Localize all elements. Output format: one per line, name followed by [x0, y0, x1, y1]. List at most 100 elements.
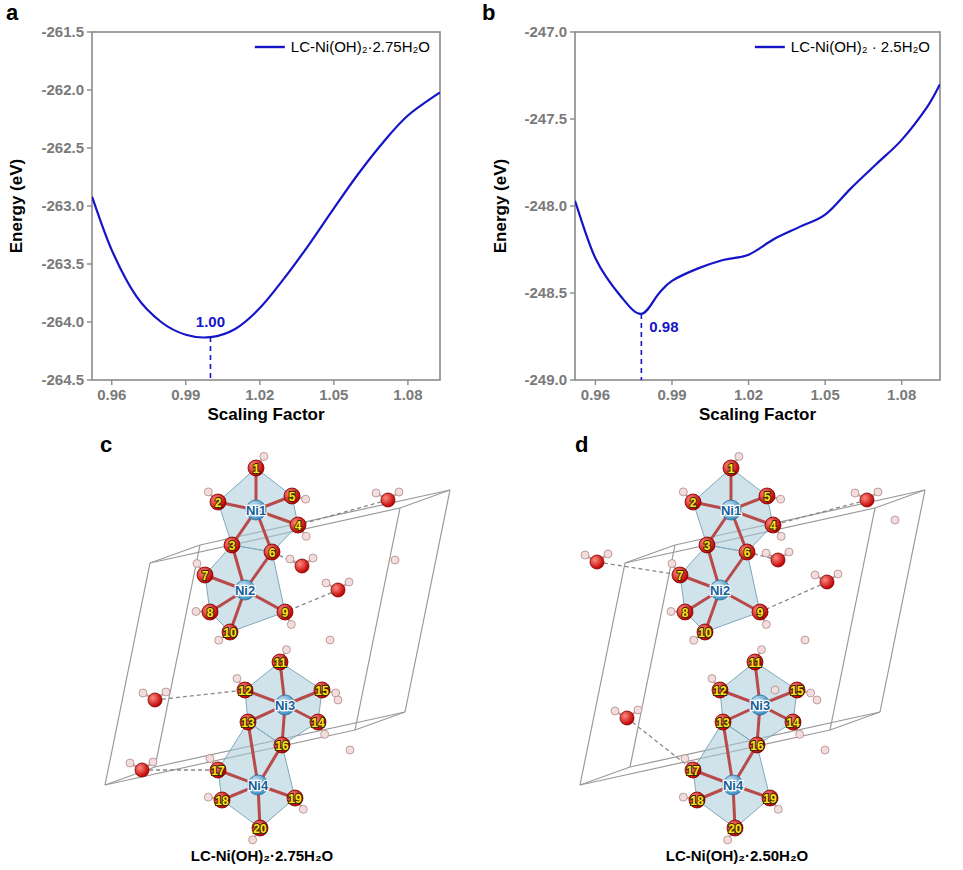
annotation-drop-line	[210, 337, 212, 380]
x-tick-label: 1.08	[887, 386, 916, 403]
hydrogen-atom	[667, 607, 675, 615]
ni-atom	[750, 695, 770, 715]
water-hydrogen	[139, 689, 147, 697]
hydrogen-atom	[821, 746, 829, 754]
x-tick-label: 1.02	[245, 386, 274, 403]
y-tick-label: -248.5	[524, 284, 567, 301]
unit-cell-edge	[625, 545, 675, 563]
hydrogen-atom	[287, 620, 295, 628]
oxygen-label: 6	[269, 546, 276, 560]
x-tick	[671, 380, 672, 385]
hydrogen-atom	[724, 836, 732, 844]
panel-label: b	[482, 0, 495, 25]
hydrogen-atom	[813, 696, 821, 704]
structure-caption: LC-Ni(OH)₂·2.50H₂O	[666, 847, 809, 864]
unit-cell-edge	[830, 508, 875, 730]
oxygen-atom	[284, 488, 300, 504]
oxygen-atom	[739, 544, 755, 560]
oxygen-label: 9	[757, 606, 764, 620]
hydrogen-atom	[801, 636, 809, 644]
water-hydrogen	[762, 549, 770, 557]
hydrogen-atom	[204, 793, 212, 801]
oxygen-atom	[712, 682, 728, 698]
oxygen-atom	[222, 624, 238, 640]
ni-atom	[723, 775, 743, 795]
y-tick	[87, 31, 92, 32]
oxygen-label: 12	[713, 684, 727, 698]
y-tick-label: -264.0	[41, 313, 84, 330]
series-line	[575, 84, 940, 314]
ni-atom	[721, 500, 741, 520]
water-oxygen	[620, 711, 634, 725]
unit-cell-edge	[400, 490, 450, 508]
oxygen-atom	[202, 604, 218, 620]
oxygen-atom	[747, 654, 763, 670]
hydrogen-bond	[142, 769, 218, 770]
hydrogen-atom	[321, 730, 329, 738]
oxygen-atom	[699, 537, 715, 553]
oxygen-label: 13	[241, 716, 255, 730]
oxygen-atom	[252, 820, 268, 836]
oxygen-atom	[272, 654, 288, 670]
annotation-drop-line	[641, 314, 643, 380]
hydrogen-atom	[215, 636, 223, 644]
water-hydrogen	[309, 554, 317, 562]
x-tick	[901, 380, 902, 385]
ni-label: Ni3	[275, 698, 295, 713]
hydrogen-atom	[346, 746, 354, 754]
structure-caption: LC-Ni(OH)₂·2.75H₂O	[191, 847, 334, 864]
hydrogen-atom	[735, 452, 743, 460]
hydrogen-bond	[597, 562, 680, 575]
x-tick-label: 1.08	[393, 386, 422, 403]
plot-frame	[575, 32, 940, 380]
hydrogen-atom	[326, 636, 334, 644]
hydrogen-atom	[758, 646, 766, 654]
ni-label: Ni2	[235, 583, 255, 598]
hydrogen-bond	[760, 582, 827, 612]
oxygen-label: 18	[215, 794, 229, 808]
y-tick	[87, 379, 92, 380]
oxygen-atom	[752, 604, 768, 620]
plot-area	[92, 92, 440, 380]
hydrogen-atom	[193, 560, 201, 568]
hydrogen-atom	[774, 805, 782, 813]
water-oxygen	[860, 493, 874, 507]
oxygen-atom	[210, 494, 226, 510]
hydrogen-bond	[298, 500, 388, 525]
octahedron	[218, 468, 298, 552]
hydrogen-atom	[708, 675, 716, 683]
y-tick	[87, 263, 92, 264]
oxygen-label: 10	[698, 626, 712, 640]
hydrogen-atom	[679, 488, 687, 496]
oxygen-label: 14	[786, 716, 800, 730]
oxygen-label: 19	[763, 792, 777, 806]
unit-cell-edge	[875, 490, 925, 508]
panel-label: c	[100, 432, 112, 457]
y-tick	[570, 205, 575, 206]
oxygen-label: 4	[770, 519, 777, 533]
hydrogen-atom	[777, 532, 785, 540]
hydrogen-atom	[668, 560, 676, 568]
panel-label: a	[6, 0, 19, 25]
unit-cell-edge	[880, 490, 925, 712]
y-tick	[87, 205, 92, 206]
hydrogen-atom	[249, 836, 257, 844]
oxygen-label: 16	[750, 739, 764, 753]
hydrogen-atom	[771, 686, 779, 694]
oxygen-label: 2	[690, 496, 697, 510]
oxygen-label: 20	[253, 822, 267, 836]
water-hydrogen	[322, 579, 330, 587]
oxygen-label: 17	[686, 764, 700, 778]
hydrogen-atom	[299, 805, 307, 813]
oxygen-atom	[224, 537, 240, 553]
x-tick	[185, 380, 186, 385]
unit-cell-edge	[630, 545, 675, 767]
water-hydrogen	[149, 758, 157, 766]
oxygen-atom	[685, 762, 701, 778]
oxygen-atom	[759, 488, 775, 504]
oxygen-atom	[197, 567, 213, 583]
water-oxygen	[135, 763, 149, 777]
annotation-label: 0.98	[649, 318, 678, 335]
hydrogen-atom	[796, 730, 804, 738]
y-tick-label: -248.0	[524, 197, 567, 214]
